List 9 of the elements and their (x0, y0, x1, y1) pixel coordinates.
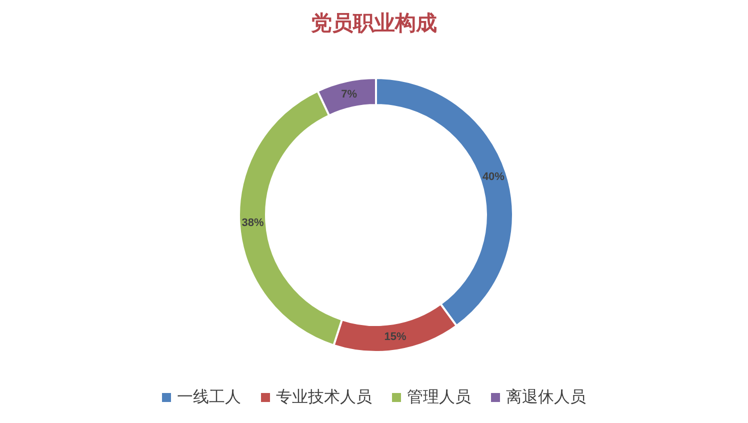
data-label: 40% (482, 170, 505, 183)
data-label: 7% (341, 88, 358, 100)
chart-title: 党员职业构成 (310, 9, 438, 37)
legend-label: 专业技术人员 (276, 388, 372, 408)
legend-label: 一线工人 (177, 388, 241, 408)
data-label: 38% (242, 216, 264, 229)
legend-label: 离退休人员 (506, 388, 586, 408)
legend-label: 管理人员 (407, 388, 471, 408)
data-label: 15% (384, 330, 407, 343)
